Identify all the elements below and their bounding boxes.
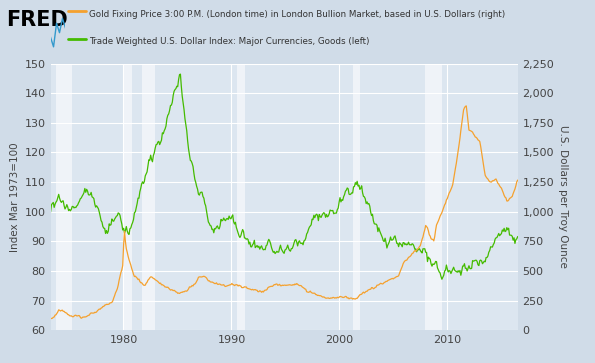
- Bar: [353, 64, 360, 330]
- Bar: [56, 64, 72, 330]
- Y-axis label: U.S. Dollars per Troy Ounce: U.S. Dollars per Troy Ounce: [559, 126, 568, 268]
- Bar: [237, 64, 245, 330]
- Bar: [425, 64, 442, 330]
- Bar: [124, 64, 131, 330]
- Text: Trade Weighted U.S. Dollar Index: Major Currencies, Goods (left): Trade Weighted U.S. Dollar Index: Major …: [89, 37, 369, 46]
- Text: Gold Fixing Price 3:00 P.M. (London time) in London Bullion Market, based in U.S: Gold Fixing Price 3:00 P.M. (London time…: [89, 9, 506, 19]
- Text: FRED: FRED: [6, 9, 68, 29]
- Y-axis label: Index Mar 1973=100: Index Mar 1973=100: [11, 142, 20, 252]
- Bar: [142, 64, 155, 330]
